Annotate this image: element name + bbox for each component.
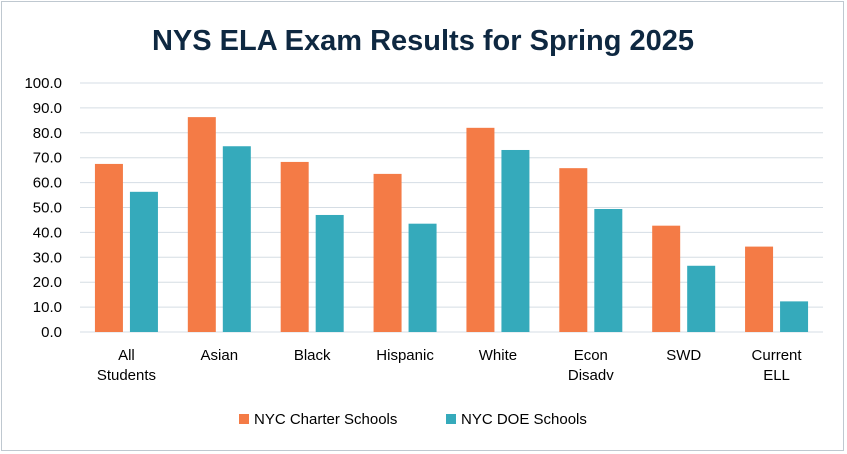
legend-swatch-charter bbox=[239, 414, 249, 424]
bar bbox=[652, 225, 681, 332]
bar bbox=[94, 163, 123, 332]
category-label: Econ bbox=[574, 347, 608, 364]
category-label: White bbox=[479, 347, 517, 364]
y-tick-label: 90.0 bbox=[33, 100, 62, 117]
legend-swatch-doe bbox=[446, 414, 456, 424]
y-tick-label: 30.0 bbox=[33, 249, 62, 266]
bar bbox=[129, 191, 158, 332]
y-tick-label: 40.0 bbox=[33, 224, 62, 241]
bar bbox=[780, 301, 809, 332]
y-axis-ticks: 0.0 10.0 20.0 30.0 40.0 50.0 60.0 70.0 80.0 90.0 1… bbox=[24, 75, 62, 341]
chart-title: NYS ELA Exam Results for Spring 2025 bbox=[152, 25, 694, 57]
bars bbox=[94, 117, 809, 332]
legend-label-doe: NYC DOE Schools bbox=[461, 411, 587, 428]
y-tick-label: 0.0 bbox=[41, 324, 62, 341]
bar bbox=[408, 223, 437, 332]
bar bbox=[373, 173, 402, 332]
legend: NYC Charter Schools NYC DOE Schools bbox=[239, 411, 587, 428]
bar bbox=[315, 214, 344, 332]
bar bbox=[687, 265, 716, 332]
category-label: Students bbox=[97, 367, 156, 384]
category-label: Hispanic bbox=[376, 347, 434, 364]
bar bbox=[745, 246, 774, 332]
category-label: Current bbox=[752, 347, 803, 364]
bar bbox=[187, 117, 216, 332]
bar bbox=[594, 208, 623, 332]
category-label: All bbox=[118, 347, 135, 364]
bar bbox=[222, 146, 251, 332]
category-label: Disadv bbox=[568, 367, 614, 384]
y-tick-label: 10.0 bbox=[33, 299, 62, 316]
y-tick-label: 70.0 bbox=[33, 150, 62, 167]
bar bbox=[466, 127, 495, 332]
y-tick-label: 60.0 bbox=[33, 175, 62, 192]
y-tick-label: 80.0 bbox=[33, 125, 62, 142]
category-label: SWD bbox=[666, 347, 701, 364]
bar bbox=[501, 149, 530, 332]
y-tick-label: 50.0 bbox=[33, 200, 62, 217]
y-tick-label: 20.0 bbox=[33, 274, 62, 291]
bar bbox=[280, 161, 309, 332]
category-label: ELL bbox=[763, 367, 790, 384]
legend-label-charter: NYC Charter Schools bbox=[254, 411, 397, 428]
category-label: Black bbox=[294, 347, 331, 364]
category-labels: All Students Asian Black Hispanic White Econ Di… bbox=[97, 347, 803, 384]
bar bbox=[559, 168, 588, 332]
y-tick-label: 100.0 bbox=[24, 75, 62, 92]
category-label: Asian bbox=[201, 347, 239, 364]
